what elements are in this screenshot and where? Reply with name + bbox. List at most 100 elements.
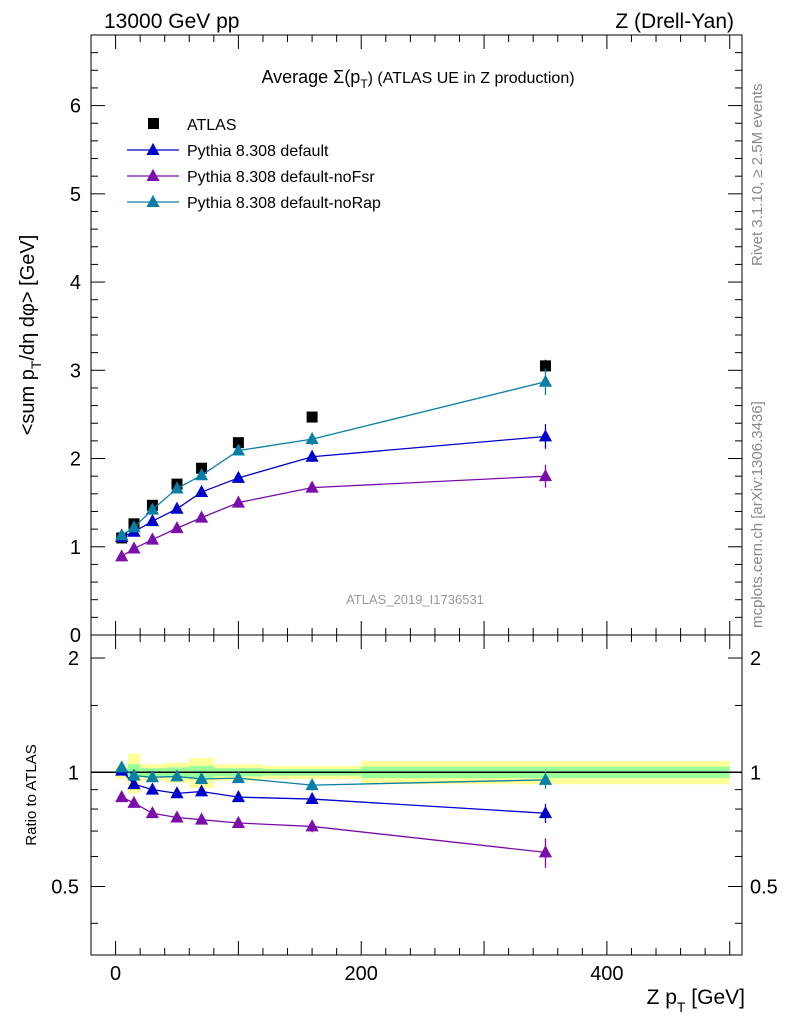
ratio-series: [115, 760, 553, 868]
data-point-noRap: [305, 431, 319, 445]
data-point-default: [170, 501, 184, 514]
header-left: 13000 GeV pp: [104, 10, 239, 33]
data-point-default: [305, 449, 319, 462]
ratio-point-noRap: [115, 760, 129, 773]
ratio-point-noFsr: [127, 795, 141, 808]
main-y-ticks: 0 1 2 3 4 5 6: [70, 34, 742, 647]
ratio-point-default: [170, 786, 184, 799]
ratio-series-noRap: [115, 760, 553, 791]
data-point-noFsr: [145, 532, 160, 545]
ratio-point-default: [127, 777, 141, 790]
series-noRap: [115, 368, 553, 541]
ratio-point-noRap: [194, 771, 209, 784]
main-y-tick-label: 4: [70, 272, 81, 294]
xlabel-b: [GeV]: [685, 986, 745, 1009]
data-point-atlas: [232, 437, 244, 449]
main-panel: 0 1 2 3 4 5 6 ATLAS_2019_I1736531 Average Σ(pT…: [17, 34, 743, 647]
ratio-point-noFsr: [145, 806, 160, 819]
ylabel-sub: T: [28, 360, 44, 369]
ratio-y-tick-label-right: 2: [750, 648, 761, 670]
series-atlas: [116, 359, 551, 544]
legend-label: Pythia 8.308 default-noFsr: [187, 169, 375, 186]
series-line-noFsr: [121, 475, 546, 558]
main-y-tick-label: 3: [70, 360, 81, 382]
data-point-default: [194, 484, 209, 498]
data-point-noRap: [538, 374, 553, 387]
legend-item-default: Pythia 8.308 default: [127, 142, 329, 160]
data-point-noRap: [145, 502, 160, 515]
legend-item-atlas: ATLAS: [148, 117, 237, 134]
data-point-noRap: [194, 468, 209, 481]
ratio-point-default: [231, 789, 245, 803]
data-point-noFsr: [305, 480, 319, 493]
data-point-noFsr: [231, 495, 245, 508]
xlabel-a: Z p: [647, 986, 677, 1009]
ratio-x-ticks: 0 200 400: [110, 635, 731, 985]
legend-label: Pythia 8.308 default-noRap: [187, 195, 381, 212]
legend-item-noRap: Pythia 8.308 default-noRap: [127, 194, 381, 212]
ratio-panel: 0.5 0.5 1 1 2 2 0 200 400 Ratio to ATLAS Z pT […: [23, 634, 778, 1015]
data-point-noFsr: [170, 521, 184, 534]
main-y-label: <sum pT/dη dφ> [GeV]: [17, 235, 44, 436]
legend-marker: [146, 168, 160, 181]
ratio-point-noRap: [145, 770, 160, 783]
ratio-point-noRap: [127, 768, 141, 781]
ratio-y-ticks: 0.5 0.5 1 1 2 2: [51, 648, 778, 924]
data-point-noRap: [115, 528, 129, 541]
main-title: Average Σ(pT) (ATLAS UE in Z production): [261, 67, 574, 91]
main-series: [115, 359, 553, 562]
main-y-tick-label: 6: [70, 96, 81, 118]
header-right: Z (Drell-Yan): [615, 10, 734, 33]
ratio-y-tick-label: 1: [68, 762, 79, 784]
title-sigma: Σ(p: [333, 67, 360, 87]
ratio-y-tick-label: 0.5: [51, 877, 79, 899]
ratio-point-noRap: [305, 777, 319, 791]
x-tick-label: 200: [345, 963, 378, 985]
main-y-tick-label: 5: [70, 184, 81, 206]
main-y-tick-label: 1: [70, 537, 81, 559]
legend-marker: [146, 194, 160, 207]
legend-label: ATLAS: [187, 117, 237, 134]
ratio-point-noRap: [538, 772, 553, 785]
watermark: ATLAS_2019_I1736531: [346, 592, 484, 607]
ratio-y-label: Ratio to ATLAS: [23, 744, 40, 845]
data-point-noFsr: [538, 469, 553, 482]
legend-item-noFsr: Pythia 8.308 default-noFsr: [127, 168, 375, 186]
main-y-tick-label: 2: [70, 449, 81, 471]
xlabel-sub: T: [677, 999, 686, 1015]
rivet-label: Rivet 3.1.10, ≥ 2.5M events: [749, 84, 766, 267]
data-point-atlas: [306, 411, 318, 423]
x-tick-label: 0: [110, 963, 121, 985]
ratio-point-noFsr: [305, 819, 319, 832]
ratio-frame: [90, 634, 743, 956]
main-y-tick-label: 0: [70, 625, 81, 647]
ratio-point-default: [194, 784, 209, 797]
legend: ATLAS Pythia 8.308 default Pythia 8.308 de…: [127, 117, 381, 212]
ylabel-b: /dη dφ> [GeV]: [17, 235, 39, 361]
data-point-default: [538, 429, 553, 442]
title-post: ) (ATLAS UE in Z production): [368, 70, 575, 87]
ratio-y-tick-label: 2: [68, 648, 79, 670]
ratio-point-default: [145, 782, 160, 795]
legend-label: Pythia 8.308 default: [187, 143, 329, 160]
ratio-y-tick-label-right: 1: [750, 762, 761, 784]
ratio-bands: [91, 753, 742, 794]
data-point-noRap: [127, 520, 141, 533]
data-point-noRap: [170, 481, 184, 494]
legend-marker: [146, 142, 160, 155]
ratio-point-noFsr: [194, 812, 209, 825]
x-tick-label: 400: [590, 963, 623, 985]
ratio-point-default: [305, 791, 319, 805]
ratio-point-noRap: [231, 770, 245, 784]
data-point-atlas: [539, 360, 551, 372]
data-point-noRap: [231, 443, 245, 456]
ratio-point-noFsr: [231, 815, 245, 828]
ratio-point-noFsr: [538, 845, 553, 858]
ratio-y-tick-label-right: 0.5: [750, 877, 778, 899]
x-axis-label: Z pT [GeV]: [647, 986, 745, 1015]
legend-marker: [148, 118, 159, 129]
mcplots-label: mcplots.cern.ch [arXiv:1306.3436]: [749, 401, 766, 628]
data-point-default: [145, 514, 160, 527]
ratio-series-default: [115, 763, 553, 824]
